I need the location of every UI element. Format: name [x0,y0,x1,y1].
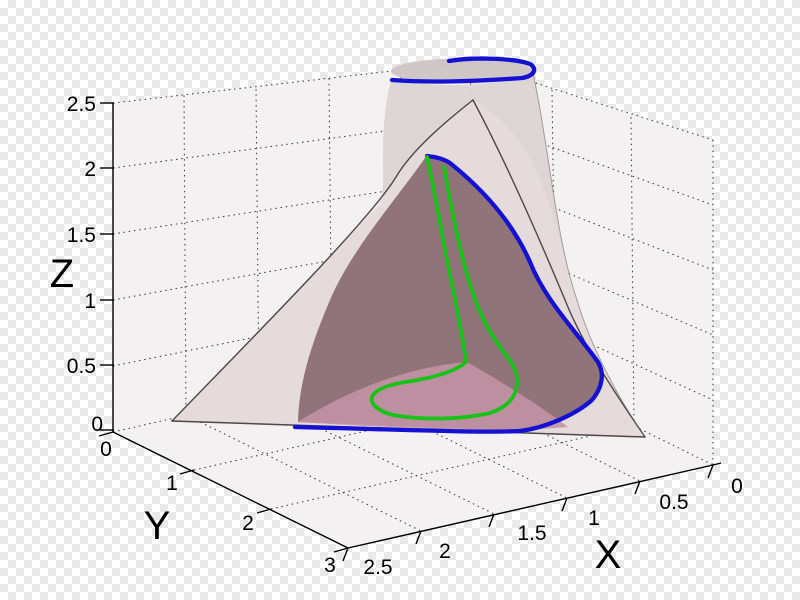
y-ticks-label: 3 [324,554,336,577]
x-ticks-label: 1 [588,507,600,530]
y-ticks-mark [98,431,114,437]
x-ticks-mark [415,530,422,545]
cone-edge-right [472,99,646,438]
y-ticks-mark [179,469,195,475]
x-axis-label: X [595,533,622,577]
grid-dotted [630,113,635,427]
cone-silhouette-right [532,72,646,438]
trajectory-blue-main [292,153,604,434]
cone-inner-wall [298,155,603,431]
x-ticks-mark [634,480,641,495]
cone-rim [391,58,533,84]
x-ticks-label: 2 [439,540,451,563]
z-ticks-label: 1 [84,290,96,313]
trajectory-green [369,155,520,421]
x-ticks-label: 0 [731,475,743,498]
x-ticks-label: 2.5 [363,556,392,579]
grid-dotted [183,93,187,416]
axis-solid [347,464,714,549]
grid-dotted [185,414,422,532]
trajectory-blue-top-loop [389,56,537,84]
y-ticks-mark [333,547,349,553]
x-ticks-mark [707,464,714,479]
z-ticks-label: 0 [91,413,103,436]
x-ticks-mark [561,497,568,512]
x-ticks-mark [488,513,495,528]
y-ticks-label: 2 [242,512,254,535]
axis-solid [712,462,722,466]
x-ticks-label: 1.5 [517,522,546,545]
grid-dotted [270,425,635,510]
z-ticks-label: 0.5 [67,355,96,378]
y-ticks-mark [256,508,272,514]
y-ticks-label: 0 [100,438,112,461]
z-ticks-label: 2 [84,158,96,181]
x-ticks-mark [342,547,349,562]
grid-dotted [255,85,260,399]
axis-solid [112,431,349,549]
z-ticks-label: 1.5 [67,224,96,247]
cone-base-floor [298,362,568,430]
z-ticks-label: 2.5 [67,93,96,116]
x-ticks-label: 0.5 [659,491,688,514]
y-axis-label: Y [144,504,171,548]
cone-edge-left [171,99,474,422]
z-axis-label: Z [50,252,74,296]
y-ticks-label: 1 [166,472,178,495]
